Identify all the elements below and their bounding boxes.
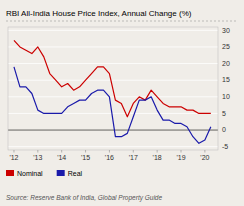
x-tick [85, 150, 86, 153]
grid-line [8, 30, 218, 31]
plot-frame [8, 27, 218, 150]
x-tick [133, 150, 134, 153]
zero-line [8, 130, 218, 131]
x-tick-label: '13 [33, 154, 42, 161]
plot-area [14, 40, 211, 143]
x-tick [13, 150, 14, 153]
series-line [14, 67, 211, 143]
grid-line [8, 96, 218, 97]
x-tick [157, 150, 158, 153]
title-separator [6, 21, 238, 22]
grid-line [8, 113, 218, 114]
grid-line [8, 146, 218, 147]
source-note: Source: Reserve Bank of India, Global Pr… [6, 194, 162, 202]
legend-label: Nominal [17, 170, 43, 177]
legend-swatch [57, 170, 65, 176]
y-tick-label: 25 [222, 43, 230, 50]
x-tick [181, 150, 182, 153]
x-tick-label: '15 [81, 154, 90, 161]
y-tick-label: -5 [222, 143, 228, 150]
y-tick-label: 10 [222, 93, 230, 100]
x-tick-label: '17 [129, 154, 138, 161]
series-line [14, 40, 211, 116]
x-tick [109, 150, 110, 153]
x-tick-label: '16 [105, 154, 114, 161]
chart: RBI All-India House Price Index, Annual … [0, 0, 244, 206]
x-tick-label: '12 [9, 154, 18, 161]
grid-line [8, 63, 218, 64]
x-tick [37, 150, 38, 153]
legend-swatch [6, 170, 14, 176]
y-tick-label: 30 [222, 27, 230, 34]
x-tick-label: '20 [200, 154, 209, 161]
x-tick-label: '14 [57, 154, 66, 161]
y-tick-label: 0 [222, 126, 226, 133]
y-tick-label: 5 [222, 110, 226, 117]
y-tick-label: 15 [222, 76, 230, 83]
title: RBI All-India House Price Index, Annual … [6, 9, 192, 18]
x-tick [61, 150, 62, 153]
grid-line [8, 46, 218, 47]
legend-label: Real [68, 170, 83, 177]
grid-line [8, 80, 218, 81]
x-tick-label: '19 [176, 154, 185, 161]
x-tick-label: '18 [153, 154, 162, 161]
x-tick [204, 150, 205, 153]
y-tick-label: 20 [222, 60, 230, 67]
